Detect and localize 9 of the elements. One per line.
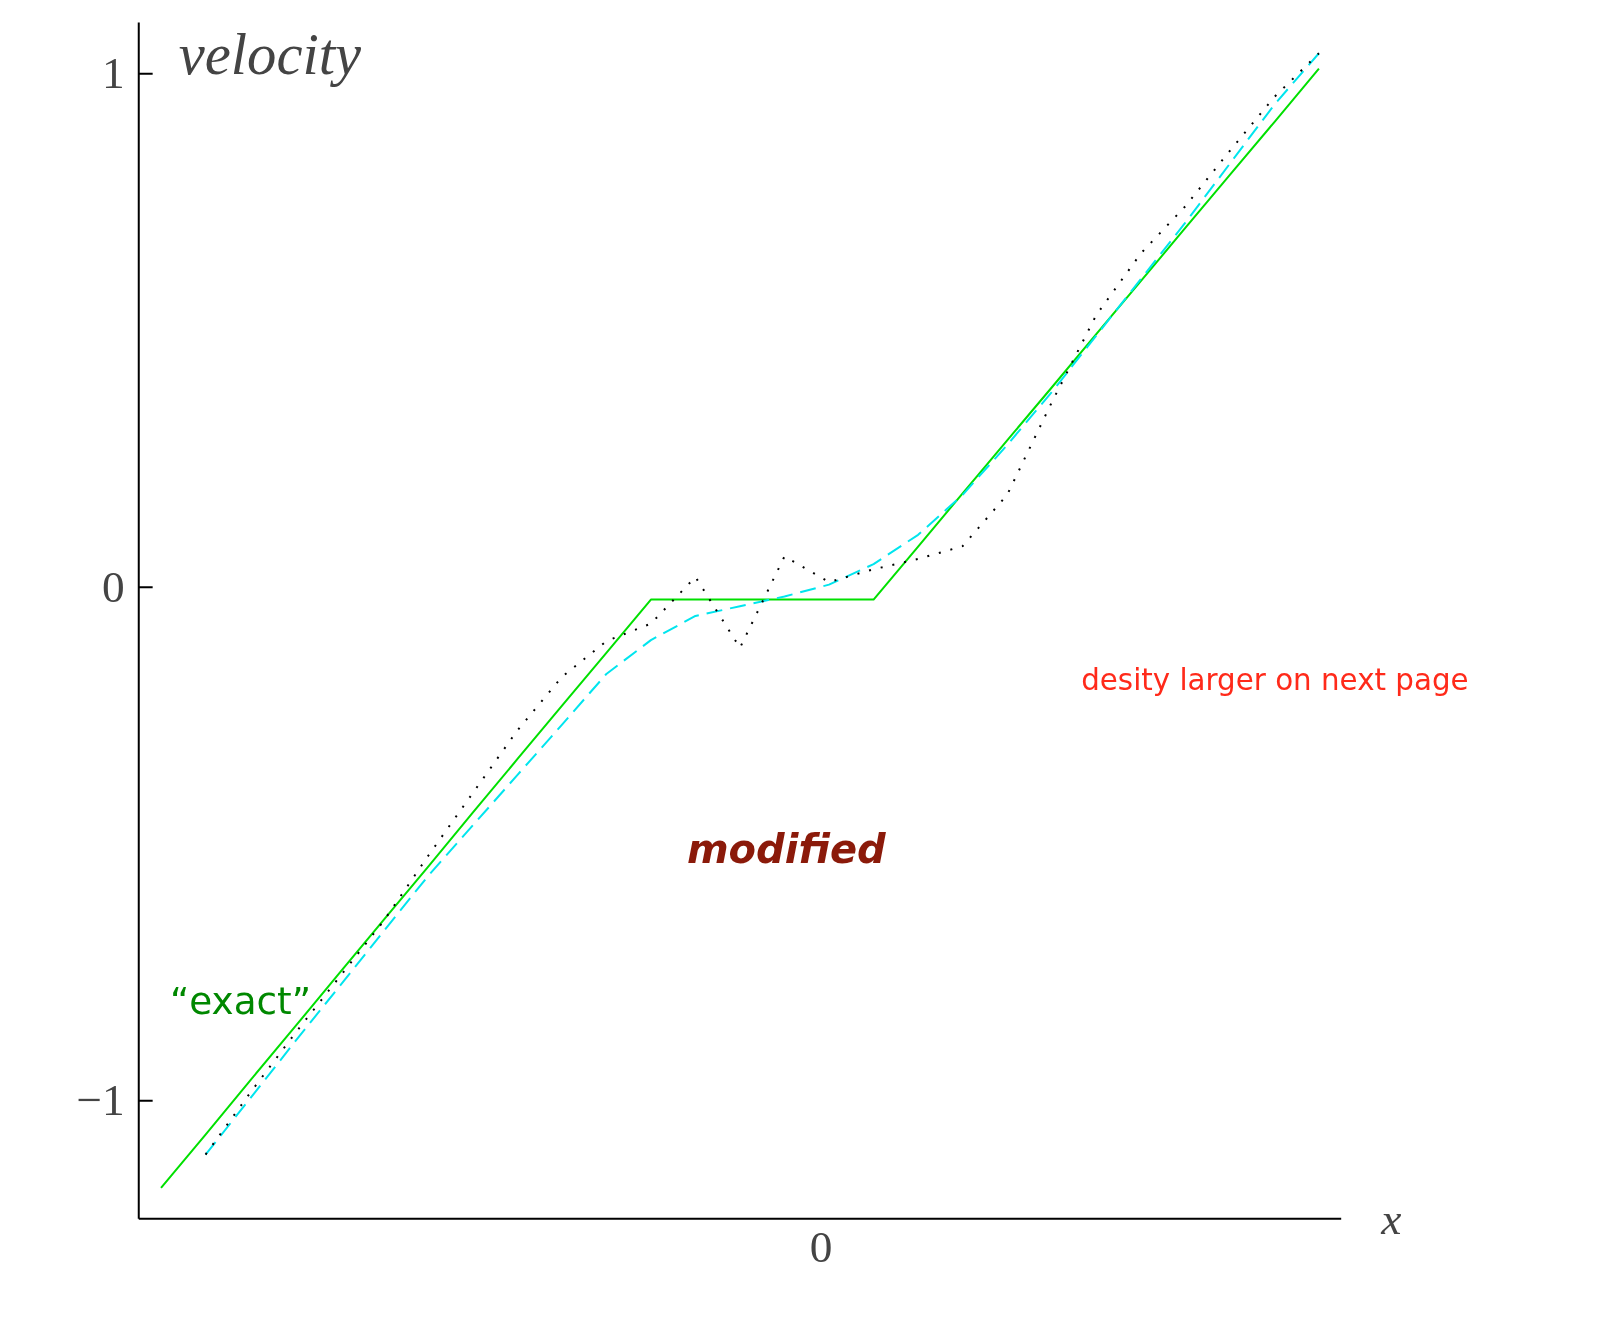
y-tick-label: 1: [102, 48, 125, 99]
y-axis-title: velocity: [178, 22, 363, 88]
annotation: desity larger on next page: [1081, 663, 1469, 698]
y-tick-label: −1: [76, 1075, 125, 1126]
annotation: modified: [686, 825, 887, 872]
x-axis-title: x: [1380, 1193, 1402, 1244]
series-label: “exact”: [169, 978, 312, 1023]
text: 0: [809, 1221, 833, 1272]
y-tick-label: 0: [102, 561, 125, 612]
